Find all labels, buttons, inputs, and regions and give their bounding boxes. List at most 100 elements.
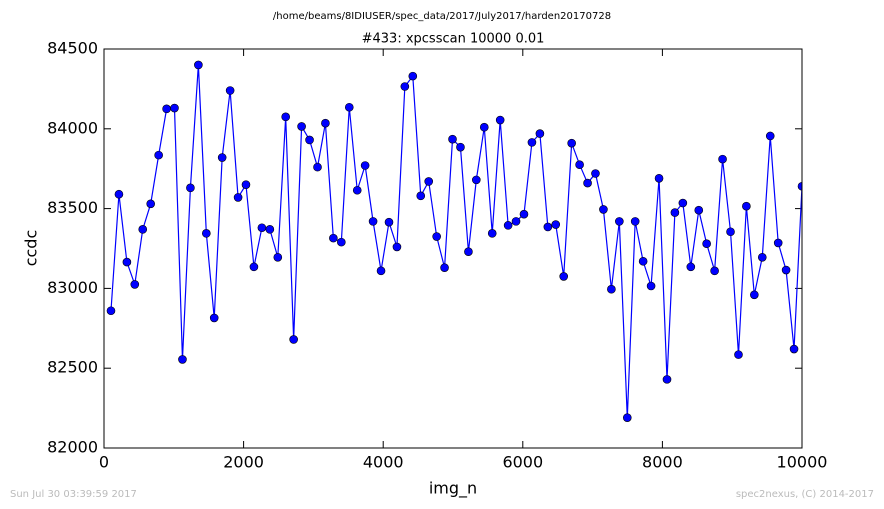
data-point — [797, 181, 802, 191]
data-point — [686, 262, 696, 272]
x-tick-label: 2000 — [223, 453, 264, 472]
data-point — [511, 217, 521, 226]
data-point — [297, 122, 306, 131]
data-point — [710, 266, 719, 276]
data-point — [487, 229, 497, 238]
chart-title: #433: xpcsscan 10000 0.01 — [362, 32, 545, 47]
data-point — [273, 252, 283, 262]
data-point — [368, 217, 378, 226]
data-point — [265, 225, 275, 234]
data-point — [678, 198, 688, 208]
data-point — [599, 205, 608, 214]
data-point — [464, 247, 473, 256]
data-point — [122, 257, 132, 267]
data-point — [408, 71, 418, 81]
data-point — [694, 205, 704, 215]
data-point — [646, 281, 656, 291]
data-point — [734, 350, 743, 359]
data-point — [440, 263, 449, 272]
data-point — [337, 237, 346, 247]
data-point — [130, 280, 140, 289]
data-point — [217, 153, 227, 162]
x-tick-label: 4000 — [363, 453, 404, 472]
data-point — [178, 355, 187, 364]
data-point — [630, 217, 640, 226]
data-point — [154, 150, 163, 160]
data-point — [479, 122, 489, 132]
data-point — [305, 135, 314, 145]
data-point — [575, 160, 584, 170]
data-point — [757, 252, 767, 262]
data-point — [718, 154, 727, 164]
data-point — [607, 284, 616, 294]
data-point — [194, 60, 203, 70]
x-axis-label: img_n — [429, 479, 477, 499]
y-tick-label: 83500 — [47, 198, 98, 217]
data-point — [543, 222, 553, 232]
data-point — [622, 413, 632, 422]
footer-left: Sun Jul 30 03:39:59 2017 — [10, 489, 137, 500]
data-point — [638, 256, 648, 266]
data-point — [567, 138, 576, 148]
data-point — [654, 173, 664, 183]
data-point — [170, 103, 179, 113]
data-point — [392, 242, 402, 252]
data-point — [344, 102, 354, 112]
data-point — [400, 82, 410, 91]
data-point — [432, 232, 441, 241]
data-point — [583, 178, 592, 188]
data-point — [662, 375, 672, 384]
data-point — [329, 233, 338, 243]
data-point — [162, 104, 171, 114]
data-point — [424, 177, 434, 186]
data-point — [495, 115, 505, 125]
data-point — [670, 208, 680, 217]
y-tick-label: 82500 — [47, 358, 98, 377]
data-point — [789, 344, 799, 354]
y-tick-label: 82000 — [47, 438, 98, 457]
data-point — [750, 290, 759, 300]
data-point — [138, 225, 148, 234]
data-point — [241, 180, 251, 189]
data-point — [249, 262, 259, 272]
data-point — [384, 217, 394, 227]
x-tick-label: 8000 — [642, 453, 683, 472]
data-point — [186, 183, 195, 193]
data-point — [781, 265, 791, 275]
data-line — [110, 64, 802, 418]
x-tick-label: 10000 — [777, 453, 828, 472]
data-point — [376, 266, 386, 276]
data-point — [257, 223, 267, 233]
x-tick-label: 6000 — [502, 453, 543, 472]
data-point — [114, 189, 124, 199]
data-point — [773, 238, 783, 248]
data-point — [225, 86, 235, 95]
data-point — [615, 217, 624, 226]
suptitle: /home/beams/8IDIUSER/spec_data/2017/July… — [273, 11, 611, 22]
data-point — [742, 201, 751, 211]
data-point — [313, 162, 322, 172]
data-point — [352, 185, 362, 195]
data-point — [202, 229, 211, 238]
y-tick-label: 84000 — [47, 118, 98, 137]
data-point — [106, 306, 116, 316]
data-point — [146, 199, 155, 209]
data-point — [233, 193, 243, 202]
plot-frame — [103, 48, 803, 449]
data-point — [281, 112, 290, 122]
y-tick-label: 83000 — [47, 278, 98, 297]
data-point — [527, 138, 537, 147]
x-tick-label: 0 — [99, 453, 109, 472]
data-point — [551, 220, 561, 229]
footer-right: spec2nexus, (C) 2014-2017 — [736, 489, 874, 500]
data-point — [416, 191, 426, 201]
data-point — [519, 209, 529, 219]
data-point — [472, 175, 481, 185]
data-point — [448, 134, 457, 144]
data-point — [702, 239, 711, 249]
data-point — [765, 131, 775, 141]
data-point — [456, 142, 465, 152]
data-point — [591, 169, 600, 178]
